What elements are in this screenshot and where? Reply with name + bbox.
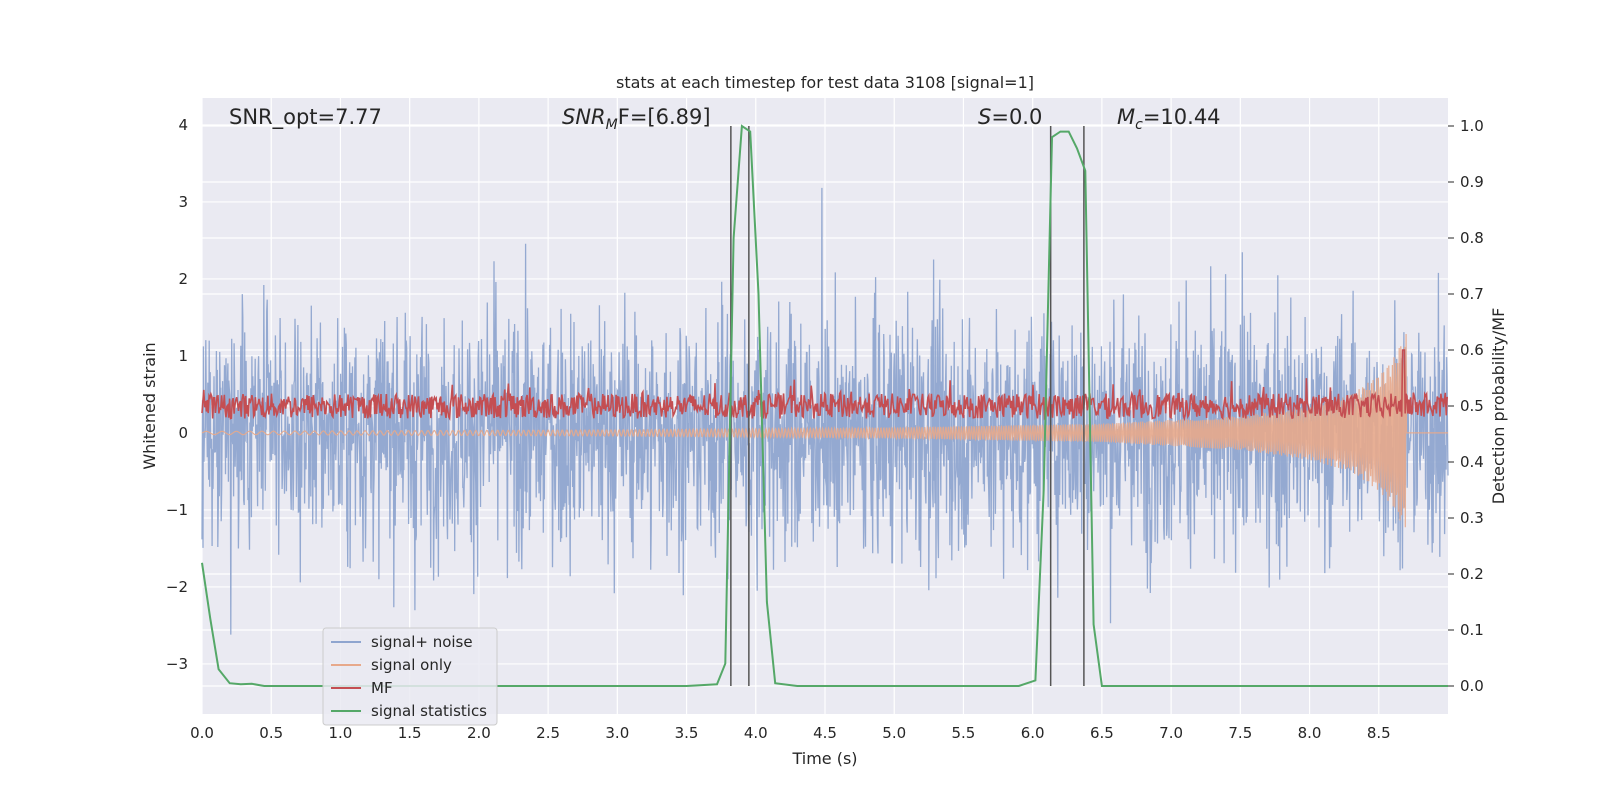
series-mf [201,349,1449,422]
y-left-tick-label-4: 1 [178,347,188,365]
y-right-tick-label-2: 0.2 [1460,565,1484,583]
y-right-tick-label-8: 0.8 [1460,229,1484,247]
y-axis-left-label: Whitened strain [140,342,159,469]
x-tick-label-1: 0.5 [259,724,283,742]
y-axis-left-ticks: −3 −2 −1 0 1 2 3 4 [166,116,188,673]
y-right-tick-label-0: 0.0 [1460,677,1484,695]
series-signal-statistics [201,124,1448,687]
x-axis-label: Time (s) [791,749,857,768]
series-signal-noise [201,187,1449,635]
x-tick-label-16: 8.0 [1298,724,1322,742]
y-right-tick-label-10: 1.0 [1460,117,1484,135]
line-mf [201,349,1449,422]
y-right-tick-label-5: 0.5 [1460,397,1484,415]
x-tick-label-9: 4.5 [813,724,837,742]
y-left-tick-label-5: 2 [178,270,188,288]
legend-label-signal-statistics: signal statistics [371,702,487,720]
y-right-tick-label-6: 0.6 [1460,341,1484,359]
x-axis-ticks: 0.0 0.5 1.0 1.5 2.0 2.5 3.0 3.5 4.0 4.5 5.0 5.5 6.0 6… [190,724,1391,742]
legend-label-mf: MF [371,679,393,697]
y-right-tick-label-9: 0.9 [1460,173,1484,191]
y-left-tick-label-0: −3 [166,655,188,673]
annotation-snr-opt: SNR_opt=7.77 [229,105,382,130]
line-signal-noise [201,187,1449,635]
x-tick-label-0: 0.0 [190,724,214,742]
y-right-tick-label-3: 0.3 [1460,509,1484,527]
legend-label-signal-only: signal only [371,656,452,674]
x-tick-label-4: 2.0 [467,724,491,742]
x-tick-label-8: 4.0 [744,724,768,742]
legend-box [322,627,498,726]
y-left-tick-label-6: 3 [178,193,188,211]
y-left-tick-label-2: −1 [166,501,188,519]
x-tick-label-11: 5.5 [952,724,976,742]
x-tick-label-15: 7.5 [1228,724,1252,742]
x-tick-label-2: 1.0 [329,724,353,742]
legend-label-signal-noise: signal+ noise [371,633,473,651]
chart-title: stats at each timestep for test data 310… [616,73,1034,92]
y-axis-right-label: Detection probability/MF [1489,308,1508,505]
x-tick-label-10: 5.0 [882,724,906,742]
y-left-tick-label-1: −2 [166,578,188,596]
y-right-tick-label-7: 0.7 [1460,285,1484,303]
x-tick-label-3: 1.5 [398,724,422,742]
line-signal-only [201,333,1448,528]
x-tick-label-6: 3.0 [605,724,629,742]
x-tick-label-7: 3.5 [675,724,699,742]
series-signal-only [201,333,1448,528]
x-tick-label-5: 2.5 [536,724,560,742]
x-tick-label-13: 6.5 [1090,724,1114,742]
line-signal-statistics [201,124,1448,687]
x-tick-label-14: 7.0 [1159,724,1183,742]
y-right-tick-label-1: 0.1 [1460,621,1484,639]
x-tick-label-17: 8.5 [1367,724,1391,742]
annotation-mc: Mc=10.44 [1117,105,1221,133]
y-right-tick-label-4: 0.4 [1460,453,1484,471]
y-left-tick-label-3: 0 [178,424,188,442]
y-left-tick-label-7: 4 [178,116,188,134]
annotation-snr-mf: SNRMF=[6.89] [562,105,711,133]
x-tick-label-12: 6.0 [1021,724,1045,742]
legend: signal+ noise signal only MF signal stat… [322,627,498,726]
annotation-s: S=0.0 [978,105,1042,129]
y-axis-right-ticks: 0.0 0.1 0.2 0.3 0.4 0.5 0.6 0.7 0.8 0.9 1.0 [1448,117,1484,695]
